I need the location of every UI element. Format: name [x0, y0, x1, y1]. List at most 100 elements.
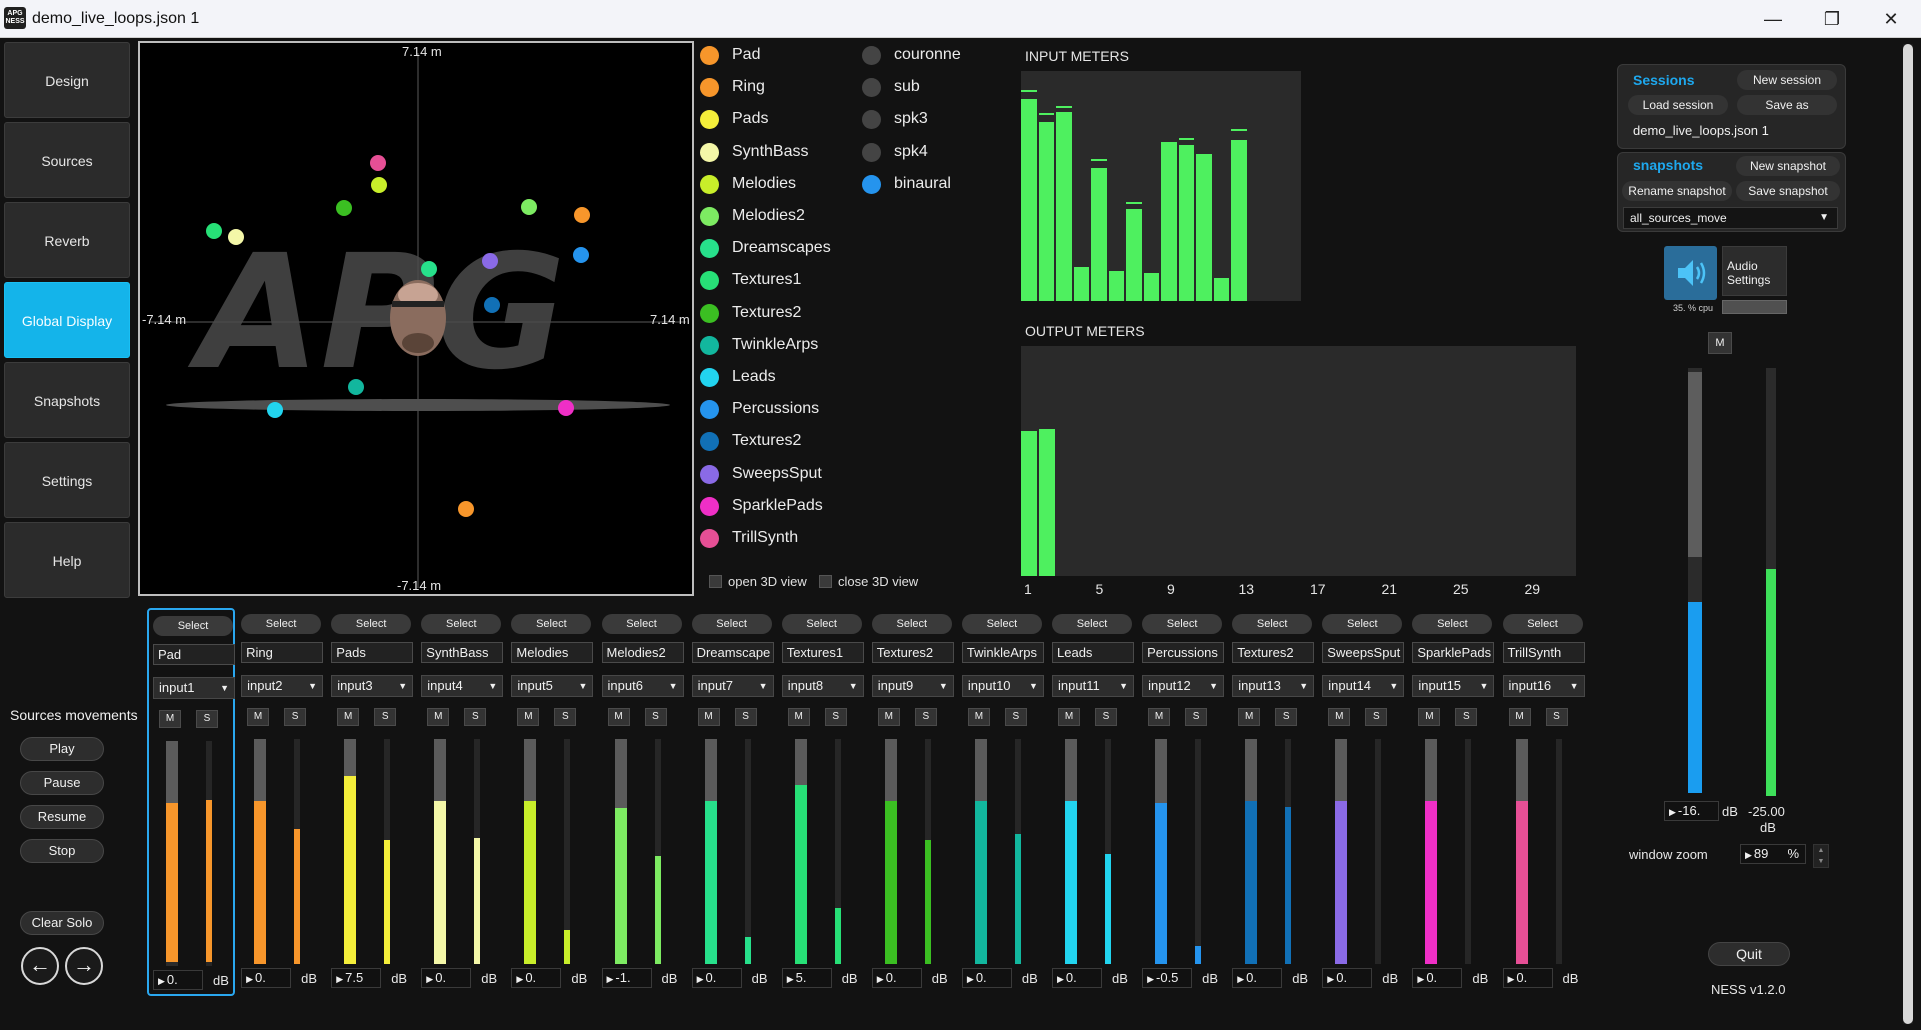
legend-item-leads[interactable]: Leads [700, 366, 860, 388]
mute-button[interactable]: M [247, 708, 270, 726]
solo-button[interactable]: S [1185, 708, 1208, 726]
rename-snapshot-button[interactable]: Rename snapshot [1622, 181, 1732, 201]
legend-item-sweepssput[interactable]: SweepsSput [700, 463, 860, 485]
legend-item-couronne[interactable]: couronne [862, 44, 1002, 66]
minimize-icon[interactable]: — [1764, 9, 1782, 29]
select-button[interactable]: Select [1052, 614, 1132, 634]
source-dot-melodies[interactable] [371, 177, 387, 193]
arrow-right-icon[interactable]: → [65, 947, 103, 985]
select-button[interactable]: Select [1322, 614, 1403, 634]
snapshot-select[interactable]: all_sources_move ▼ [1623, 207, 1838, 229]
mute-button[interactable]: M [1238, 708, 1261, 726]
mute-button[interactable]: M [1508, 708, 1531, 726]
scrollbar-thumb[interactable] [1903, 44, 1913, 1024]
legend-item-textures2[interactable]: Textures2 [700, 430, 860, 452]
mute-button[interactable]: M [517, 708, 540, 726]
source-name-field[interactable]: Dreamscape [691, 642, 774, 663]
select-button[interactable]: Select [241, 614, 322, 634]
input-select[interactable]: input1 ▼ [153, 677, 235, 699]
source-dot-melodies2[interactable] [521, 199, 537, 215]
source-name-field[interactable]: Percussions [1142, 642, 1225, 663]
pause-button[interactable]: Pause [20, 771, 104, 795]
select-button[interactable]: Select [961, 614, 1042, 634]
spatial-3d-view[interactable]: APG 7.14 m -7.14 m -7.14 m 7.14 m [138, 41, 694, 596]
mute-button[interactable]: M [1418, 708, 1441, 726]
source-name-field[interactable]: Melodies [511, 642, 594, 663]
clear-solo-button[interactable]: Clear Solo [20, 911, 104, 935]
solo-button[interactable]: S [824, 708, 847, 726]
nav-settings[interactable]: Settings [4, 442, 130, 518]
solo-button[interactable]: S [1095, 708, 1117, 726]
source-name-field[interactable]: Pad [153, 644, 235, 665]
legend-item-melodies[interactable]: Melodies [700, 173, 860, 195]
window-zoom-input[interactable]: ▶ 89% [1740, 844, 1806, 864]
input-select[interactable]: input10 ▼ [961, 675, 1044, 697]
legend-item-melodies2[interactable]: Melodies2 [700, 205, 860, 227]
source-dot-sparklepads[interactable] [558, 400, 574, 416]
legend-item-sub[interactable]: sub [862, 76, 1002, 98]
select-button[interactable]: Select [331, 614, 412, 634]
legend-item-ring[interactable]: Ring [700, 76, 860, 98]
source-name-field[interactable]: Textures2 [1232, 642, 1315, 663]
open-3d-checkbox[interactable] [709, 575, 722, 588]
gain-input[interactable]: ▶ 5. [781, 968, 832, 988]
select-button[interactable]: Select [1232, 614, 1313, 634]
new-session-button[interactable]: New session [1737, 70, 1837, 90]
mute-button[interactable]: M [337, 708, 360, 726]
source-dot-synthbass[interactable] [228, 229, 244, 245]
input-select[interactable]: input11 ▼ [1052, 675, 1134, 697]
nav-sources[interactable]: Sources [4, 122, 130, 198]
master-gain-input[interactable]: ▶ -16. [1664, 801, 1719, 821]
source-name-field[interactable]: TrillSynth [1502, 642, 1585, 663]
input-select[interactable]: input8 ▼ [781, 675, 864, 697]
gain-input[interactable]: ▶ 0. [241, 968, 292, 988]
mute-button[interactable]: M [697, 708, 720, 726]
audio-settings-button[interactable]: Audio Settings [1722, 246, 1787, 296]
gain-input[interactable]: ▶ -0.5 [1142, 968, 1193, 988]
zoom-stepper[interactable]: ▲ ▼ [1813, 844, 1829, 868]
source-dot-ring[interactable] [458, 501, 474, 517]
solo-button[interactable]: S [914, 708, 937, 726]
source-dot-sweepssput[interactable] [482, 253, 498, 269]
solo-button[interactable]: S [464, 708, 487, 726]
select-button[interactable]: Select [1412, 614, 1493, 634]
gain-input[interactable]: ▶ 0. [871, 968, 922, 988]
save-snapshot-button[interactable]: Save snapshot [1736, 181, 1840, 201]
play-button[interactable]: Play [20, 737, 104, 761]
source-name-field[interactable]: TwinkleArps [961, 642, 1044, 663]
input-select[interactable]: input15 ▼ [1412, 675, 1495, 697]
mute-button[interactable]: M [607, 708, 630, 726]
legend-item-pads[interactable]: Pads [700, 108, 860, 130]
input-select[interactable]: input5 ▼ [511, 675, 594, 697]
legend-item-dreamscapes[interactable]: Dreamscapes [700, 237, 860, 259]
input-select[interactable]: input9 ▼ [871, 675, 954, 697]
solo-button[interactable]: S [1275, 708, 1298, 726]
source-dot-percussions[interactable] [573, 247, 589, 263]
close-3d-checkbox[interactable] [819, 575, 832, 588]
gain-input[interactable]: ▶ 0. [511, 968, 562, 988]
legend-item-spk3[interactable]: spk3 [862, 108, 1002, 130]
source-name-field[interactable]: Pads [331, 642, 414, 663]
source-name-field[interactable]: SweepsSput [1322, 642, 1405, 663]
select-button[interactable]: Select [691, 614, 772, 634]
select-button[interactable]: Select [421, 614, 502, 634]
select-button[interactable]: Select [511, 614, 592, 634]
input-select[interactable]: input12 ▼ [1142, 675, 1225, 697]
solo-button[interactable]: S [1545, 708, 1568, 726]
mute-button[interactable]: M [967, 708, 990, 726]
nav-design[interactable]: Design [4, 42, 130, 118]
select-button[interactable]: Select [601, 614, 682, 634]
gain-input[interactable]: ▶ 0. [1502, 968, 1553, 988]
source-dot-dreamscapes[interactable] [421, 261, 437, 277]
nav-snapshots[interactable]: Snapshots [4, 362, 130, 438]
input-select[interactable]: input4 ▼ [421, 675, 504, 697]
legend-item-trillsynth[interactable]: TrillSynth [700, 527, 860, 549]
nav-global-display[interactable]: Global Display [4, 282, 130, 358]
mute-button[interactable]: M [877, 708, 900, 726]
save-as-button[interactable]: Save as [1737, 95, 1837, 115]
quit-button[interactable]: Quit [1708, 942, 1790, 966]
source-name-field[interactable]: Textures1 [781, 642, 864, 663]
solo-button[interactable]: S [196, 710, 218, 728]
source-name-field[interactable]: Melodies2 [601, 642, 684, 663]
mute-button[interactable]: M [787, 708, 810, 726]
